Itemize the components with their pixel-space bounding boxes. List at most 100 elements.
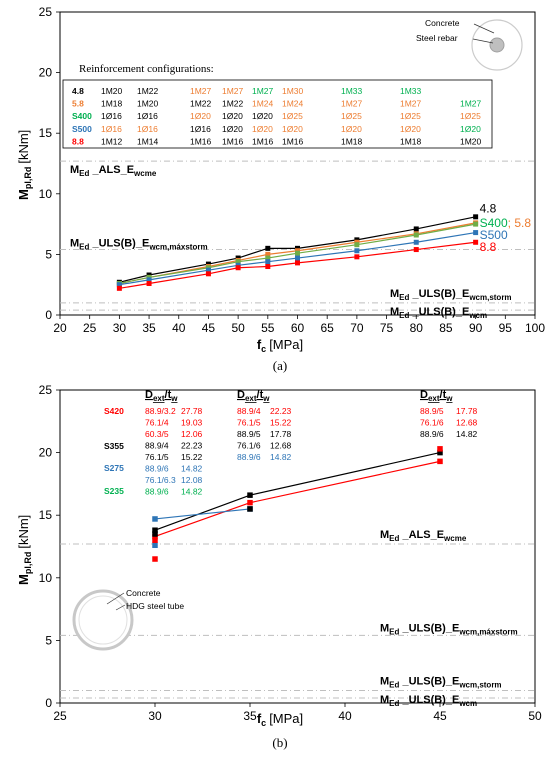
panel-label-a: (a) <box>273 358 287 373</box>
x-tick-label: 100 <box>525 321 545 335</box>
table-cell: 1M18 <box>101 99 123 109</box>
data-point <box>413 239 419 245</box>
data-point <box>152 556 158 562</box>
data-point <box>295 260 300 266</box>
tube-ratio: 14.82 <box>270 452 292 462</box>
table-cell: 1M20 <box>137 99 159 109</box>
table-cell: 1M30 <box>282 86 304 96</box>
x-tick-label: 35 <box>243 709 257 723</box>
inset-label-rebar: Steel rebar <box>416 33 458 43</box>
y-tick-label: 5 <box>45 247 52 261</box>
table-cell: 1M22 <box>137 86 159 96</box>
ref-main: M <box>390 288 399 300</box>
tube-dimension: 88.9/4 <box>237 406 261 416</box>
data-point <box>116 285 122 291</box>
steel-grade-label: S275 <box>104 463 124 473</box>
table-cell: 1M33 <box>341 86 363 96</box>
header-tsub: w <box>170 394 178 403</box>
table-grade-label: 8.8 <box>72 136 84 146</box>
steel-grade-label: S420 <box>104 406 124 416</box>
series-end-label: S400; 5.8 <box>480 216 532 230</box>
data-point <box>265 255 271 261</box>
table-cell: 1M22 <box>190 99 212 109</box>
rebar-circle <box>489 37 505 53</box>
table-cell: 1Ø16 <box>101 111 122 121</box>
ref-main: M <box>380 694 389 706</box>
x-tick-label: 45 <box>202 321 216 335</box>
x-tick-label: 20 <box>53 321 67 335</box>
ref-esub: wcme <box>133 169 157 178</box>
concrete-leader-line <box>473 23 495 34</box>
data-point <box>354 254 360 260</box>
reference-label-ulsstorm: MEd _ULS(B)_Ewcm,storm <box>390 288 512 302</box>
rebar-leader-line <box>472 38 494 44</box>
table-cell: 1M33 <box>400 86 422 96</box>
table-cell: 1M20 <box>101 86 123 96</box>
ref-rest: _ULS(B)_E <box>409 306 469 318</box>
header-tsub: w <box>445 394 453 403</box>
tube-dimension: 76.1/4 <box>145 418 169 428</box>
tube-dimension: 88.9/6 <box>420 429 444 439</box>
y-label-unit-b: [kNm] <box>16 515 31 549</box>
ref-esub: wcm,máxstorm <box>458 627 517 636</box>
table-cell: 1M16 <box>190 136 212 146</box>
ref-esub: wcme <box>443 534 467 543</box>
header-slash: /t <box>257 389 264 401</box>
y-tick-label: 25 <box>39 383 53 397</box>
data-point <box>265 264 271 270</box>
x-tick-label: 75 <box>380 321 394 335</box>
table-cell: 1Ø20 <box>190 111 211 121</box>
x-label-main: f <box>257 337 262 352</box>
table-cell: 1M24 <box>252 99 274 109</box>
table-cell: 1M24 <box>282 99 304 109</box>
data-point <box>473 221 479 227</box>
data-point <box>146 277 152 283</box>
data-point <box>437 458 443 465</box>
x-tick-label: 25 <box>53 709 67 723</box>
data-point <box>473 230 479 236</box>
data-point <box>473 239 479 245</box>
table-cell: 1Ø16 <box>137 111 158 121</box>
ref-sub: Ed <box>389 627 399 636</box>
table-cell: 1Ø20 <box>222 124 243 134</box>
series-end-label: 8.8 <box>480 240 497 254</box>
data-point <box>247 492 253 498</box>
x-tick-label: 40 <box>172 321 186 335</box>
ref-rest: _ULS(B)_E <box>399 675 459 687</box>
x-tick-label: 30 <box>148 709 162 723</box>
table-cell: 1Ø20 <box>282 124 303 134</box>
header-d: D <box>145 389 153 401</box>
x-tick-label: 50 <box>528 709 542 723</box>
ref-sub: Ed <box>389 680 399 689</box>
rebar-cross-section-inset: Concrete Steel rebar <box>416 18 523 71</box>
tube-ratio: 17.78 <box>456 406 478 416</box>
data-point <box>265 251 271 257</box>
table-cell: 1M16 <box>252 136 274 146</box>
y-label-main: M <box>16 189 31 200</box>
series-line <box>154 508 251 520</box>
y-tick-label: 25 <box>39 5 53 19</box>
tube-dimension: 88.9/3.2 <box>145 406 176 416</box>
table-grade-label: 5.8 <box>72 99 84 109</box>
table-cell: 1Ø25 <box>282 111 303 121</box>
table-cell: 1M18 <box>400 136 422 146</box>
table-cell: 1M27 <box>190 86 212 96</box>
x-axis-label-a: fc [MPa] <box>257 337 303 354</box>
steel-grade-label: S355 <box>104 441 124 451</box>
tube-ratio: 22.23 <box>181 441 203 451</box>
ref-main: M <box>70 164 79 176</box>
ref-esub: wcm <box>468 311 487 320</box>
data-point <box>247 499 253 506</box>
series-b <box>152 446 443 562</box>
table-cell: 1M18 <box>341 136 363 146</box>
table-cell: 1M12 <box>101 136 123 146</box>
ref-esub: wcm,storm <box>458 680 501 689</box>
data-point <box>152 531 158 537</box>
data-point <box>205 271 211 277</box>
tube-dimension: 88.9/4 <box>145 441 169 451</box>
ref-main: M <box>380 529 389 541</box>
data-point <box>152 527 158 533</box>
